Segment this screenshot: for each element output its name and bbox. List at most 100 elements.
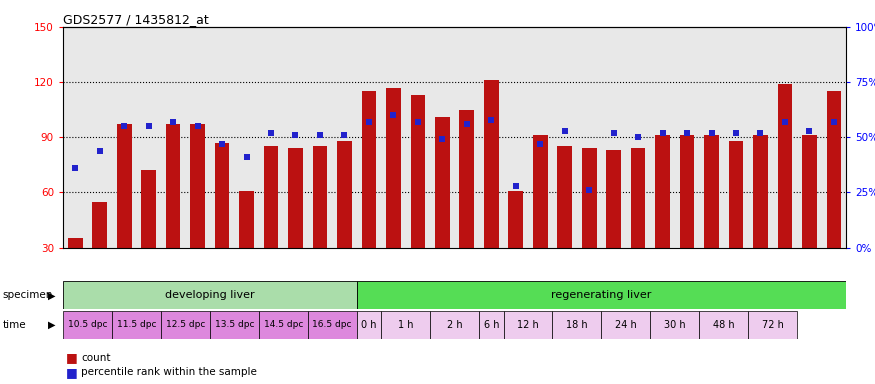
Text: 1 h: 1 h [398, 320, 413, 330]
Bar [508, 190, 523, 248]
Point [117, 123, 131, 129]
Text: GDS2577 / 1435812_at: GDS2577 / 1435812_at [63, 13, 209, 26]
Point [631, 134, 645, 141]
Bar [650, 311, 699, 339]
Bar [606, 150, 621, 248]
Point [411, 119, 425, 125]
Bar [259, 311, 308, 339]
Point [680, 130, 694, 136]
Text: regenerating liver: regenerating liver [551, 290, 652, 300]
Bar [827, 91, 841, 248]
Bar [680, 136, 695, 248]
Text: 10.5 dpc: 10.5 dpc [67, 320, 108, 329]
Bar [263, 146, 278, 248]
Bar [288, 148, 303, 248]
Bar [430, 311, 479, 339]
Text: 12.5 dpc: 12.5 dpc [165, 320, 205, 329]
Point [240, 154, 254, 160]
Text: 16.5 dpc: 16.5 dpc [312, 320, 352, 329]
Point [93, 147, 107, 154]
Point [606, 130, 620, 136]
Bar [778, 84, 792, 248]
Bar [503, 311, 552, 339]
Point [753, 130, 767, 136]
Bar [190, 124, 205, 248]
Bar [357, 281, 846, 309]
Bar [142, 170, 156, 248]
Text: 48 h: 48 h [713, 320, 735, 330]
Text: 18 h: 18 h [566, 320, 588, 330]
Point [827, 119, 841, 125]
Point [166, 119, 180, 125]
Bar [704, 136, 719, 248]
Text: ▶: ▶ [48, 290, 55, 300]
Bar [699, 311, 748, 339]
Point [484, 117, 498, 123]
Bar [308, 311, 357, 339]
Point [191, 123, 205, 129]
Text: 6 h: 6 h [484, 320, 499, 330]
Bar [386, 88, 401, 248]
Bar [802, 136, 816, 248]
Bar [63, 281, 357, 309]
Point [729, 130, 743, 136]
Bar [165, 124, 180, 248]
Point [338, 132, 352, 138]
Bar [361, 91, 376, 248]
Bar [214, 143, 229, 248]
Text: percentile rank within the sample: percentile rank within the sample [81, 367, 257, 377]
Point [655, 130, 669, 136]
Text: ■: ■ [66, 351, 77, 364]
Point [533, 141, 547, 147]
Bar [93, 202, 107, 248]
Text: 0 h: 0 h [361, 320, 376, 330]
Text: specimen: specimen [3, 290, 53, 300]
Bar [112, 311, 161, 339]
Point [704, 130, 718, 136]
Text: 30 h: 30 h [664, 320, 686, 330]
Bar [729, 141, 744, 248]
Bar [601, 311, 650, 339]
Text: ▶: ▶ [48, 320, 55, 330]
Text: ■: ■ [66, 366, 77, 379]
Point [436, 136, 450, 142]
Text: 72 h: 72 h [762, 320, 784, 330]
Point [313, 132, 327, 138]
Bar [655, 136, 670, 248]
Bar [382, 311, 430, 339]
Bar [484, 80, 499, 248]
Point [68, 165, 82, 171]
Text: 12 h: 12 h [517, 320, 539, 330]
Point [289, 132, 303, 138]
Bar [239, 190, 254, 248]
Text: 11.5 dpc: 11.5 dpc [116, 320, 156, 329]
Point [142, 123, 156, 129]
Text: 2 h: 2 h [447, 320, 462, 330]
Bar [557, 146, 572, 248]
Point [362, 119, 376, 125]
Bar [357, 311, 382, 339]
Bar [68, 238, 82, 248]
Bar [533, 136, 548, 248]
Bar [479, 311, 503, 339]
Point [459, 121, 473, 127]
Text: 24 h: 24 h [615, 320, 637, 330]
Bar [582, 148, 597, 248]
Text: count: count [81, 353, 111, 363]
Bar [459, 110, 474, 248]
Point [802, 127, 816, 134]
Bar [161, 311, 210, 339]
Bar [435, 117, 450, 248]
Point [508, 183, 522, 189]
Bar [552, 311, 601, 339]
Point [387, 112, 401, 118]
Bar [312, 146, 327, 248]
Point [582, 187, 596, 194]
Text: 13.5 dpc: 13.5 dpc [214, 320, 254, 329]
Bar [337, 141, 352, 248]
Bar [410, 95, 425, 248]
Bar [117, 124, 131, 248]
Bar [631, 148, 646, 248]
Bar [210, 311, 259, 339]
Text: time: time [3, 320, 26, 330]
